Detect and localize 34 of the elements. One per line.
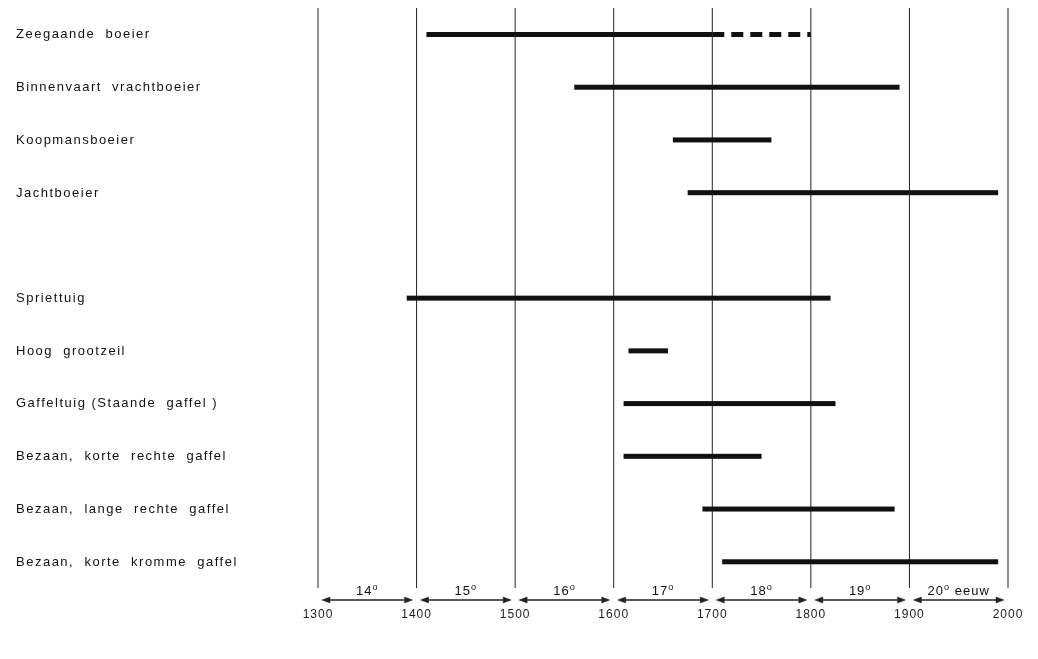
bar [623, 401, 836, 407]
x-tick-label: 1400 [401, 607, 432, 621]
y-tick-label: Koopmansboeier [16, 131, 136, 147]
annotation: 16$^{o}$ [553, 582, 576, 598]
y-tick-label: Gaffeltuig (Staande gaffel ) [16, 395, 219, 411]
y-tick-label: Bezaan, lange rechte gaffel [16, 500, 230, 516]
annotation: 15$^{o}$ [454, 582, 478, 598]
annotation: 14$^{o}$ [356, 582, 379, 598]
x-tick-label: 1300 [302, 607, 334, 621]
y-tick-label: Jachtboeier [16, 184, 100, 200]
bar [702, 506, 895, 512]
y-tick-label: Binnenvaart vrachtboeier [16, 79, 202, 95]
bar [672, 137, 772, 143]
x-tick-label: 1700 [696, 607, 728, 621]
y-tick-label: Bezaan, korte rechte gaffel [16, 448, 227, 464]
x-tick-label: 1800 [795, 607, 827, 621]
x-tick-label: 1600 [598, 607, 630, 621]
annotation: 20$^{o}$ eeuw [927, 582, 990, 598]
x-tick-label: 2000 [992, 607, 1024, 621]
y-tick-label: Zeegaande boeier [16, 26, 151, 42]
bar [406, 295, 831, 301]
annotation: 17$^{o}$ [651, 582, 675, 598]
bar [574, 84, 900, 90]
annotation: 19$^{o}$ [848, 582, 872, 598]
x-tick-label: 1900 [894, 607, 925, 621]
x-tick-label: 1500 [499, 607, 531, 621]
bar [687, 190, 999, 196]
y-tick-label: Bezaan, korte kromme gaffel [16, 553, 238, 569]
bar [628, 348, 668, 354]
bar [623, 453, 762, 459]
annotation: 18$^{o}$ [750, 582, 773, 598]
y-tick-label: Hoog grootzeil [16, 342, 126, 358]
y-tick-label: Spriettuig [16, 290, 86, 305]
bar [722, 559, 999, 565]
